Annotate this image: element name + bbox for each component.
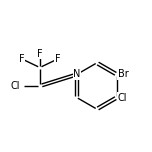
Text: F: F: [37, 49, 43, 59]
Text: F: F: [19, 54, 25, 64]
Text: F: F: [55, 54, 60, 64]
Text: Cl: Cl: [10, 81, 20, 91]
Text: Br: Br: [118, 69, 129, 79]
Text: N: N: [73, 69, 80, 79]
Text: Cl: Cl: [118, 93, 128, 103]
